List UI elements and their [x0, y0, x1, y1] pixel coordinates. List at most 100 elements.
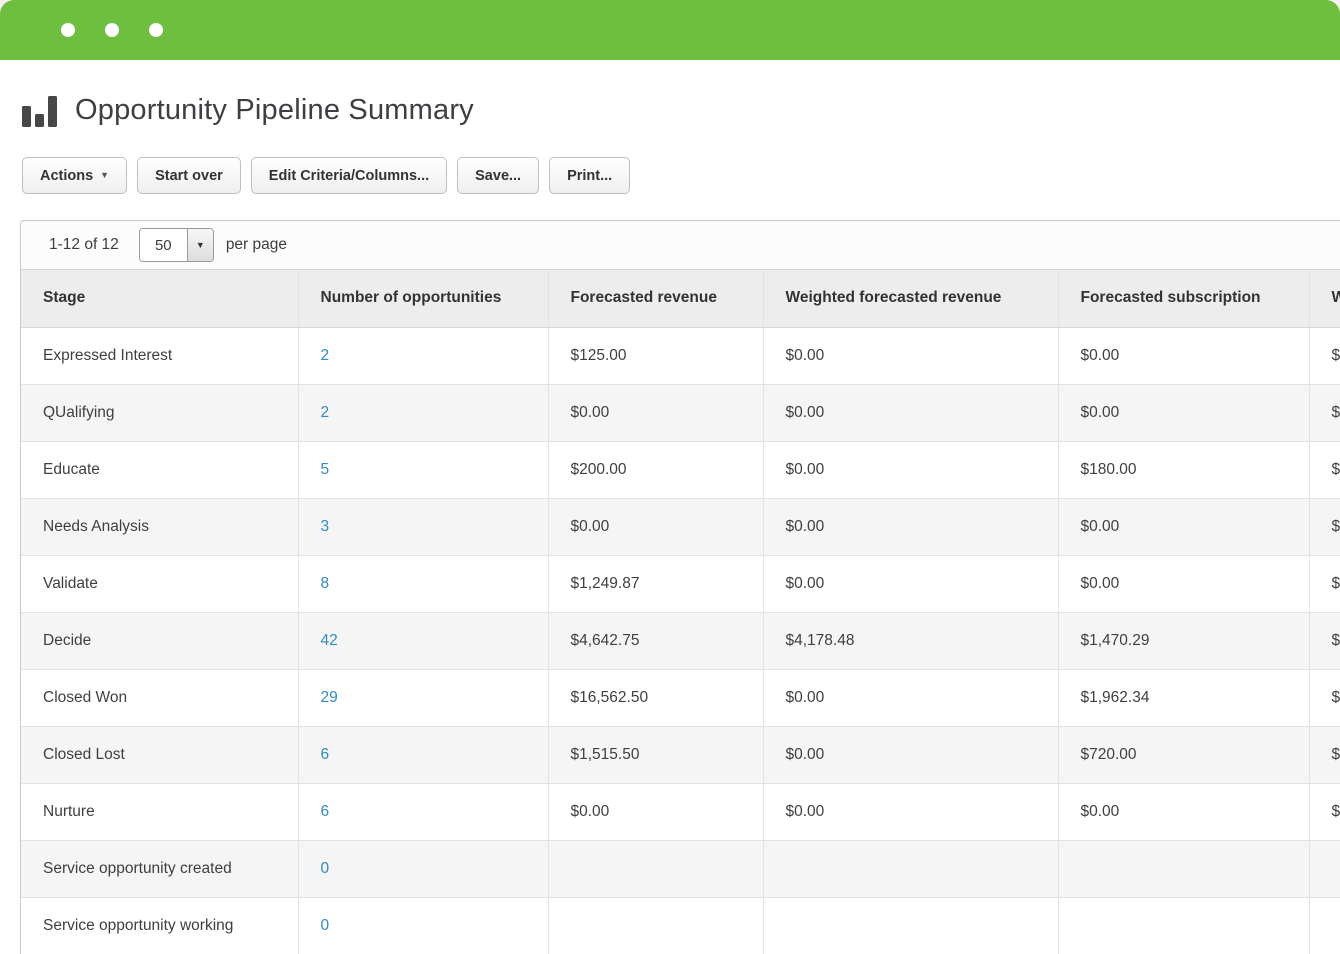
cell-clipped	[1308, 896, 1340, 954]
column-header-clipped[interactable]: W	[1308, 270, 1340, 328]
cell-forecasted-subscription	[1057, 839, 1309, 897]
cell-stage: Closed Lost	[21, 725, 298, 783]
cell-number-of-opportunities: 0	[297, 839, 548, 897]
window-titlebar	[0, 0, 1340, 60]
opportunity-count-link[interactable]: 29	[320, 688, 338, 706]
cell-forecasted-subscription: $0.00	[1057, 327, 1309, 384]
cell-number-of-opportunities: 8	[297, 554, 548, 612]
cell-stage: Service opportunity created	[21, 839, 298, 897]
cell-forecasted-revenue: $1,515.50	[547, 725, 763, 783]
cell-forecasted-subscription: $1,962.34	[1057, 668, 1309, 726]
cell-stage: Educate	[21, 440, 298, 498]
table-header-row: Stage Number of opportunities Forecasted…	[21, 270, 1340, 328]
table-row: QUalifying 2 $0.00 $0.00 $0.00 $	[21, 383, 1340, 441]
cell-forecasted-revenue: $16,562.50	[547, 668, 763, 726]
cell-forecasted-subscription	[1057, 896, 1309, 954]
cell-clipped: $	[1308, 554, 1340, 612]
cell-clipped: $	[1308, 440, 1340, 498]
opportunity-count-link[interactable]: 2	[320, 346, 330, 364]
opportunity-count-link[interactable]: 8	[320, 574, 330, 592]
cell-clipped: $	[1308, 725, 1340, 783]
cell-stage: Closed Won	[21, 668, 298, 726]
table-row: Expressed Interest 2 $125.00 $0.00 $0.00 $	[21, 327, 1340, 384]
cell-clipped: $	[1308, 782, 1340, 840]
cell-number-of-opportunities: 6	[297, 782, 548, 840]
cell-forecasted-subscription: $1,470.29	[1057, 611, 1309, 669]
cell-weighted-forecasted-revenue: $0.00	[762, 327, 1058, 384]
window-dot	[105, 23, 119, 37]
table-row: Closed Lost 6 $1,515.50 $0.00 $720.00 $	[21, 725, 1340, 783]
opportunity-count-link[interactable]: 5	[320, 460, 330, 478]
print-button[interactable]: Print...	[549, 157, 631, 194]
column-header-forecasted-subscription[interactable]: Forecasted subscription	[1057, 270, 1309, 328]
cell-clipped: $	[1308, 611, 1340, 669]
cell-weighted-forecasted-revenue	[762, 839, 1058, 897]
cell-forecasted-revenue	[547, 839, 763, 897]
cell-stage: Validate	[21, 554, 298, 612]
cell-clipped: $	[1308, 497, 1340, 555]
opportunity-count-link[interactable]: 0	[320, 916, 330, 934]
actions-button[interactable]: Actions ▼	[22, 157, 128, 194]
table-row: Service opportunity created 0	[21, 839, 1340, 897]
cell-forecasted-revenue: $4,642.75	[547, 611, 763, 669]
column-header-number-of-opportunities[interactable]: Number of opportunities	[297, 270, 548, 328]
opportunity-count-link[interactable]: 0	[320, 859, 330, 877]
cell-forecasted-revenue: $0.00	[547, 782, 763, 840]
opportunity-count-link[interactable]: 42	[320, 631, 338, 649]
column-header-weighted-forecasted-revenue[interactable]: Weighted forecasted revenue	[762, 270, 1058, 328]
table-row: Educate 5 $200.00 $0.00 $180.00 $	[21, 440, 1340, 498]
page-size-value: 50	[139, 229, 187, 261]
table-body: Expressed Interest 2 $125.00 $0.00 $0.00 $ QUa…	[21, 327, 1340, 954]
cell-forecasted-revenue: $125.00	[547, 327, 763, 384]
cell-clipped: $	[1308, 327, 1340, 384]
opportunity-count-link[interactable]: 3	[320, 517, 330, 535]
cell-forecasted-revenue: $200.00	[547, 440, 763, 498]
column-header-forecasted-revenue[interactable]: Forecasted revenue	[547, 270, 763, 328]
bar-chart-icon	[22, 95, 57, 127]
start-over-button[interactable]: Start over	[137, 157, 241, 194]
table-row: Service opportunity working 0	[21, 896, 1340, 954]
cell-stage: Expressed Interest	[43, 346, 173, 364]
opportunity-count-link[interactable]: 6	[320, 745, 330, 763]
pagination-bar: 1-12 of 12 50 ▼ per page	[21, 221, 1340, 270]
cell-forecasted-revenue: $0.00	[547, 497, 763, 555]
opportunity-count-link[interactable]: 6	[320, 802, 330, 820]
opportunity-count-link[interactable]: 2	[320, 403, 330, 421]
cell-forecasted-revenue	[547, 896, 763, 954]
cell-forecasted-subscription: $0.00	[1057, 383, 1309, 441]
cell-number-of-opportunities: 42	[297, 611, 548, 669]
per-page-label: per page	[225, 236, 288, 253]
cell-stage: Needs Analysis	[21, 497, 298, 555]
cell-weighted-forecasted-revenue: $4,178.48	[762, 611, 1058, 669]
cell-number-of-opportunities: 6	[297, 725, 548, 783]
page-title: Opportunity Pipeline Summary	[75, 94, 474, 126]
cell-forecasted-revenue: $0.00	[547, 383, 763, 441]
start-over-button-label: Start over	[155, 167, 223, 184]
save-button[interactable]: Save...	[457, 157, 540, 194]
cell-number-of-opportunities: 3	[297, 497, 548, 555]
cell-number-of-opportunities: 5	[297, 440, 548, 498]
cell-weighted-forecasted-revenue: $0.00	[762, 668, 1058, 726]
cell-forecasted-subscription: $0.00	[1057, 497, 1309, 555]
pipeline-summary-table: Stage Number of opportunities Forecasted…	[21, 270, 1340, 954]
window-dots	[61, 23, 163, 37]
cell-weighted-forecasted-revenue: $0.00	[762, 497, 1058, 555]
cell-stage: Decide	[21, 611, 298, 669]
cell-stage: Service opportunity working	[21, 896, 298, 954]
print-button-label: Print...	[567, 167, 613, 184]
cell-weighted-forecasted-revenue: $0.00	[762, 440, 1058, 498]
table-row: Nurture 6 $0.00 $0.00 $0.00 $	[21, 782, 1340, 840]
cell-number-of-opportunities: 2	[297, 327, 548, 384]
cell-forecasted-subscription: $180.00	[1057, 440, 1309, 498]
table-header: Stage Number of opportunities Forecasted…	[21, 270, 1340, 328]
save-button-label: Save...	[475, 167, 522, 184]
edit-criteria-columns-button[interactable]: Edit Criteria/Columns...	[250, 157, 448, 194]
actions-button-label: Actions	[40, 167, 94, 184]
cell-clipped: $	[1308, 668, 1340, 726]
cell-forecasted-revenue: $1,249.87	[547, 554, 763, 612]
dropdown-arrow-icon[interactable]: ▼	[186, 229, 213, 261]
page-size-select[interactable]: 50 ▼	[138, 228, 214, 262]
table-row: Closed Won 29 $16,562.50 $0.00 $1,962.34 $	[21, 668, 1340, 726]
column-header-stage[interactable]: Stage	[21, 270, 298, 328]
